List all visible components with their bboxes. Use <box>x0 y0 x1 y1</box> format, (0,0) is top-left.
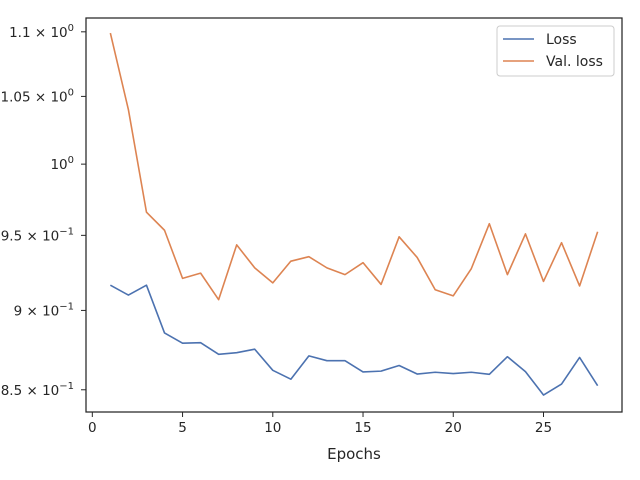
y-tick-mantissa: 9 <box>14 303 23 319</box>
x-axis-ticks: 0 5 10 15 20 25 <box>88 412 552 436</box>
x-tick-label: 25 <box>535 420 552 436</box>
x-tick-label: 20 <box>445 420 462 436</box>
legend: Loss Val. loss <box>496 25 615 77</box>
series-line-val-loss <box>109 32 599 301</box>
legend-label: Val. loss <box>546 54 603 70</box>
x-tick-label: 15 <box>354 420 371 436</box>
x-tick-label: 0 <box>88 420 97 436</box>
y-tick-times: × 10 <box>22 228 59 244</box>
y-tick-times: × 10 <box>31 25 68 41</box>
y-tick-exponent: 0 <box>68 87 74 98</box>
y-tick-label: 9.5 × 10−1 <box>1 226 74 244</box>
x-tick-label: 5 <box>178 420 187 436</box>
y-tick-times: × 10 <box>22 303 59 319</box>
x-tick-label: 10 <box>264 420 281 436</box>
y-tick-mantissa: 1.05 <box>0 89 30 105</box>
y-tick-label: 8.5 × 10−1 <box>1 381 74 399</box>
y-tick-label: 1.1 × 100 <box>9 23 74 41</box>
y-tick-label: 100 <box>50 155 74 173</box>
y-tick-times: × 10 <box>22 383 59 399</box>
y-tick-exponent: −1 <box>59 301 74 312</box>
series-line-loss <box>109 284 599 396</box>
legend-label: Loss <box>546 32 577 48</box>
x-axis-label: Epochs <box>327 445 381 463</box>
y-tick-base: 10 <box>50 157 67 173</box>
y-tick-exponent: 0 <box>68 23 74 34</box>
y-tick-exponent: −1 <box>59 226 74 237</box>
series-lines <box>109 32 599 396</box>
y-tick-mantissa: 8.5 <box>1 383 22 399</box>
y-tick-label: 1.05 × 100 <box>0 87 74 105</box>
plot-frame <box>85 17 623 413</box>
y-tick-label: 9 × 10−1 <box>14 301 74 319</box>
y-tick-times: × 10 <box>31 89 68 105</box>
plot-border <box>85 17 623 413</box>
y-tick-mantissa: 9.5 <box>1 228 22 244</box>
y-tick-mantissa: 1.1 <box>9 25 30 41</box>
y-tick-exponent: 0 <box>68 155 74 166</box>
y-tick-exponent: −1 <box>59 381 74 392</box>
